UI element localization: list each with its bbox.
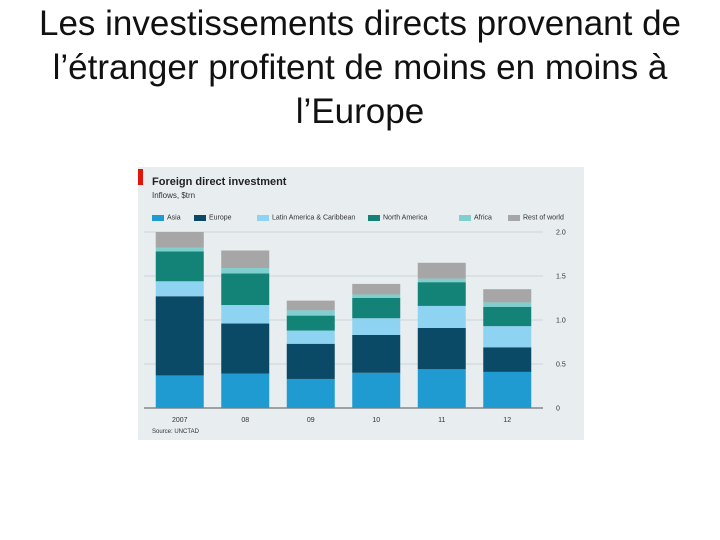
bar-segment [155,296,204,376]
x-tick-label: 08 [241,417,249,424]
x-tick-label: 11 [438,417,445,424]
bar-segment [221,373,270,408]
bar-segment [417,278,466,283]
chart-card: Foreign direct investment Inflows, $trn … [138,167,584,440]
legend-label: Asia [167,214,181,222]
bar-segment [221,273,270,306]
bar-segment [286,343,335,379]
bar-segment [483,347,532,372]
slide-title: Les investissements directs provenant de… [39,4,681,131]
bar-segment [286,330,335,344]
bar-segment [417,369,466,408]
x-tick-label: 12 [503,417,511,424]
bar-segment [417,262,466,279]
legend-item-latin-america: Latin America & Caribbean [257,209,355,221]
bar-segment [155,281,204,297]
bar-segment [352,372,401,408]
bar-segment [286,310,335,316]
bar-segment [286,315,335,331]
bar-segment [221,323,270,374]
legend-swatch [194,214,206,221]
y-tick-label: 0 [556,406,560,413]
bar-segment [352,318,401,335]
legend-label: Africa [474,214,492,222]
bar-segment [352,283,401,295]
bar-segment [483,326,532,348]
legend-swatch [508,214,520,221]
bar-segment [155,375,204,408]
bar-segment [417,327,466,370]
y-tick-label: 2.0 [556,230,566,237]
brand-tag [138,169,143,185]
bar-segment [221,305,270,324]
legend-label: Europe [209,214,232,222]
chart-legend: Asia Europe Latin America & Caribbean No… [152,209,582,221]
legend-label: Rest of world [523,214,564,222]
x-tick-label: 09 [307,417,315,424]
chart-source: Source: UNCTAD [152,429,199,435]
legend-swatch [368,214,380,221]
legend-label: North America [383,214,428,222]
bar-segment [417,282,466,306]
bar-segment [483,302,532,307]
bar-segment [417,305,466,328]
legend-item-north-america: North America [368,209,427,221]
bar-segment [483,371,532,408]
bar-segment [286,300,335,311]
bar-segment [155,232,204,248]
legend-label: Latin America & Caribbean [272,214,356,222]
bar-segment [483,306,532,327]
bar-segment [352,294,401,298]
x-tick-label: 10 [372,417,380,424]
y-tick-label: 0.5 [556,362,566,369]
chart-title: Foreign direct investment [152,176,287,188]
bar-segment [352,298,401,319]
legend-swatch [152,214,164,221]
bar-segment [483,289,532,303]
chart-subtitle: Inflows, $trn [152,191,196,200]
legend-item-africa: Africa [459,209,492,221]
legend-item-asia: Asia [152,209,181,221]
bar-segment [352,334,401,373]
y-tick-label: 1.5 [556,274,566,281]
bar-segment [221,250,270,269]
legend-swatch [257,214,269,221]
chart-plot-area: 0 0.5 1.0 1.5 2.0 2007 08 09 10 11 12 [144,230,566,424]
bar-segment [221,268,270,274]
legend-item-rest-of-world: Rest of world [508,209,564,221]
bar-segment [286,378,335,408]
y-tick-label: 1.0 [556,318,566,325]
bar-segment [155,247,204,252]
bar-segment [155,251,204,282]
legend-item-europe: Europe [194,209,232,221]
x-tick-label: 2007 [172,417,188,424]
legend-swatch [459,214,471,221]
